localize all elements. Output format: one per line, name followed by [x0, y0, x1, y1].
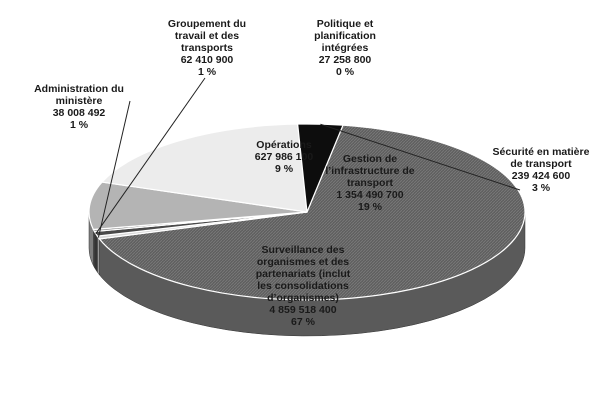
- slice-infra: [100, 123, 308, 213]
- slice-value: 239 424 600: [511, 170, 571, 182]
- slice-secu: [296, 123, 344, 213]
- slice-label-groupement: Groupement du travail et des transports …: [145, 18, 269, 78]
- slice-label-infrastructure: Gestion de l’infrastructure de transport…: [310, 153, 430, 213]
- slice-value: 62 410 900: [180, 54, 234, 66]
- slice-label-securite: Sécurité en matière de transport 239 424…: [476, 146, 606, 194]
- leader-line-admin: [97, 100, 131, 238]
- slice-label-administration: Administration du ministère 38 008 492 1…: [14, 83, 144, 131]
- label-line: partenariats (inclut: [255, 268, 351, 280]
- label-line: travail et des: [174, 30, 240, 42]
- label-line: Groupement du: [167, 18, 247, 30]
- slice-percent: 3 %: [531, 182, 551, 194]
- label-line: Gestion de: [342, 153, 398, 165]
- slice-percent: 1 %: [69, 119, 89, 131]
- leader-line-secu: [320, 123, 521, 191]
- label-line: transports: [181, 42, 233, 54]
- label-line: Politique et: [316, 18, 374, 30]
- slice-surv: [98, 124, 526, 301]
- slice-side-admin: [97, 235, 100, 276]
- label-line: transport: [346, 177, 394, 189]
- slice-percent: 1 %: [197, 66, 217, 78]
- slice-label-operations: Opérations 627 986 100 9 %: [234, 139, 334, 175]
- label-line: Sécurité en matière: [492, 146, 590, 158]
- label-line: l’infrastructure de: [325, 165, 415, 177]
- slice-percent: 67 %: [291, 316, 315, 328]
- slice-label-surveillance: Surveillance des organismes et des parte…: [235, 244, 371, 328]
- slice-value: 627 986 100: [254, 151, 314, 163]
- label-line: Administration du: [34, 83, 124, 95]
- slice-side-group: [94, 230, 98, 273]
- label-line: Surveillance des: [261, 244, 345, 256]
- label-line: intégrées: [321, 42, 369, 54]
- label-line: Opérations: [256, 139, 312, 151]
- slice-ops: [88, 181, 308, 231]
- leader-line-group: [95, 77, 206, 235]
- slice-value: 1 354 490 700: [336, 189, 404, 201]
- label-line: planification: [314, 30, 376, 42]
- slice-percent: 19 %: [358, 201, 382, 213]
- slice-value: 27 258 800: [318, 54, 372, 66]
- slice-value: 4 859 518 400: [269, 304, 337, 316]
- label-line: organismes et des: [256, 256, 350, 268]
- slice-value: 38 008 492: [52, 107, 106, 119]
- slice-percent: 9 %: [274, 163, 294, 175]
- label-line: les consolidations: [257, 280, 349, 292]
- label-line: d’organismes): [267, 292, 339, 304]
- slice-label-politique: Politique et planification intégrées 27 …: [283, 18, 407, 78]
- slice-percent: 0 %: [335, 66, 355, 78]
- label-line: de transport: [510, 158, 572, 170]
- label-line: ministère: [55, 95, 103, 107]
